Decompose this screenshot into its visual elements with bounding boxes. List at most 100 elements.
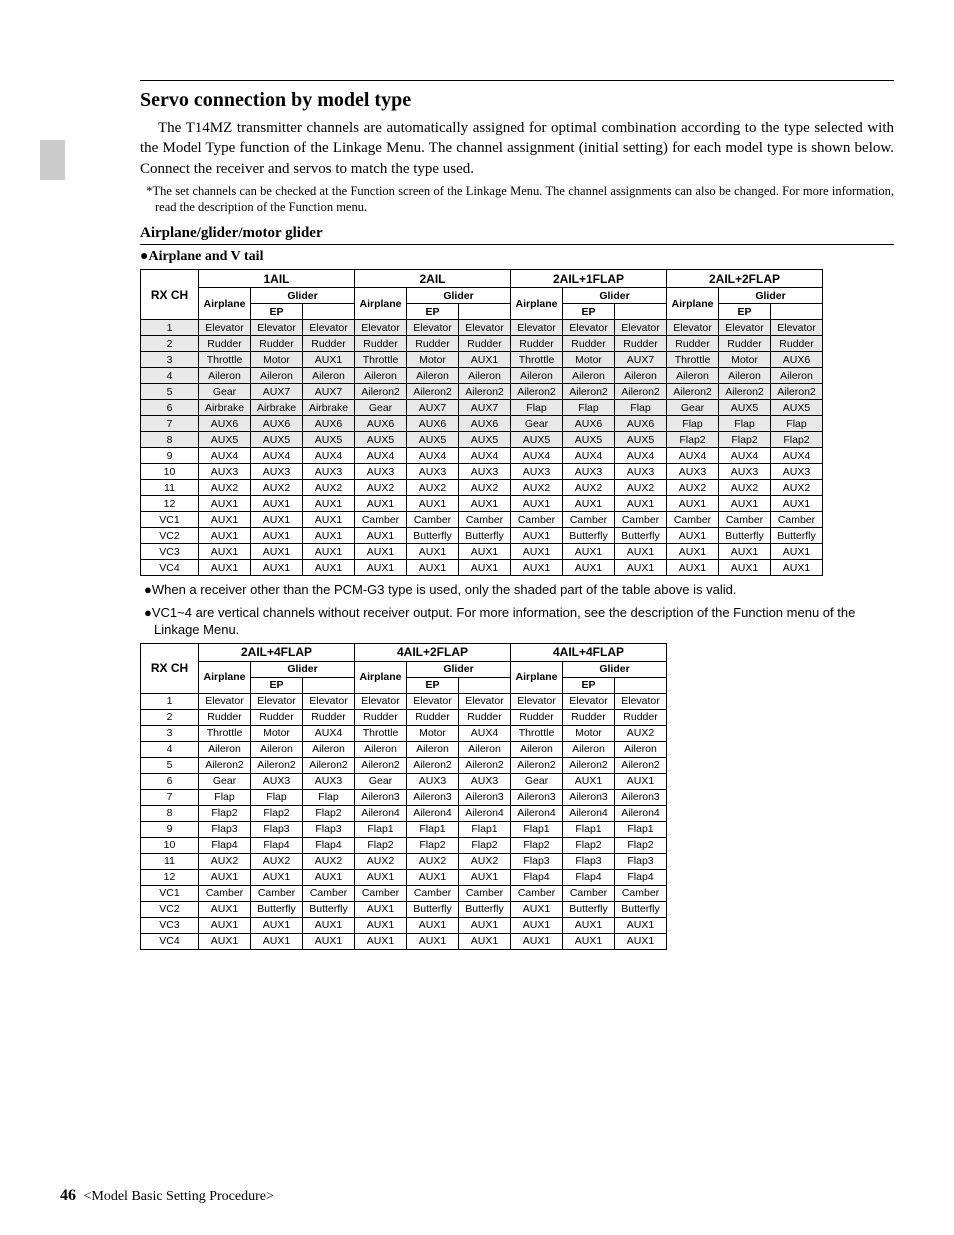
- cell-ep: Camber: [563, 885, 615, 901]
- glider-header: Glider: [563, 661, 667, 677]
- cell-ep: Motor: [407, 725, 459, 741]
- cell-airplane: AUX1: [199, 917, 251, 933]
- cell-glider: Aileron: [459, 368, 511, 384]
- airplane-header: Airplane: [199, 288, 251, 320]
- cell-ep: Aileron2: [719, 384, 771, 400]
- cell-airplane: Aileron: [355, 368, 407, 384]
- table-row: VC2AUX1ButterflyButterflyAUX1ButterflyBu…: [141, 901, 667, 917]
- cell-airplane: Rudder: [199, 336, 251, 352]
- row-label: 6: [141, 773, 199, 789]
- cell-airplane: Flap2: [511, 837, 563, 853]
- cell-airplane: AUX1: [199, 512, 251, 528]
- cell-airplane: AUX4: [199, 448, 251, 464]
- cell-airplane: Flap4: [511, 869, 563, 885]
- cell-glider: AUX1: [303, 496, 355, 512]
- cell-ep: Rudder: [407, 336, 459, 352]
- cell-ep: Rudder: [251, 709, 303, 725]
- row-label: 1: [141, 693, 199, 709]
- row-label: 8: [141, 805, 199, 821]
- cell-glider: Flap: [615, 400, 667, 416]
- cell-glider: Aileron: [615, 741, 667, 757]
- row-label: 9: [141, 821, 199, 837]
- cell-airplane: Aileron: [199, 741, 251, 757]
- cell-glider: AUX1: [459, 917, 511, 933]
- cell-ep: Motor: [407, 352, 459, 368]
- cell-airplane: AUX1: [667, 560, 719, 576]
- section-heading: Airplane/glider/motor glider: [140, 225, 894, 245]
- cell-glider: Aileron3: [615, 789, 667, 805]
- row-label: 8: [141, 432, 199, 448]
- cell-ep: AUX3: [407, 464, 459, 480]
- cell-glider: AUX2: [459, 480, 511, 496]
- table-row: 7FlapFlapFlapAileron3Aileron3Aileron3Ail…: [141, 789, 667, 805]
- cell-glider: AUX3: [303, 773, 355, 789]
- cell-ep: Elevator: [251, 320, 303, 336]
- cell-ep: AUX5: [251, 432, 303, 448]
- cell-glider: AUX5: [459, 432, 511, 448]
- note-vc: ●VC1~4 are vertical channels without rec…: [140, 605, 894, 639]
- cell-ep: Flap: [251, 789, 303, 805]
- cell-airplane: Flap1: [355, 821, 407, 837]
- cell-ep: AUX3: [563, 464, 615, 480]
- cell-ep: Motor: [251, 725, 303, 741]
- page-number: 46: [60, 1187, 76, 1204]
- cell-glider: Rudder: [771, 336, 823, 352]
- cell-ep: AUX2: [563, 480, 615, 496]
- cell-airplane: Elevator: [199, 320, 251, 336]
- cell-glider: AUX6: [459, 416, 511, 432]
- cell-ep: AUX7: [251, 384, 303, 400]
- cell-glider: Camber: [459, 885, 511, 901]
- group-header: 2AIL: [355, 270, 511, 288]
- cell-ep: AUX1: [719, 544, 771, 560]
- cell-airplane: AUX1: [511, 528, 563, 544]
- glider-blank-header: [771, 304, 823, 320]
- glider-blank-header: [303, 677, 355, 693]
- cell-ep: Aileron2: [251, 757, 303, 773]
- row-label: VC2: [141, 901, 199, 917]
- cell-airplane: Airbrake: [199, 400, 251, 416]
- cell-airplane: Aileron2: [199, 757, 251, 773]
- cell-airplane: AUX6: [355, 416, 407, 432]
- cell-ep: Flap: [563, 400, 615, 416]
- cell-ep: Flap3: [251, 821, 303, 837]
- cell-airplane: Throttle: [355, 352, 407, 368]
- cell-glider: Flap4: [303, 837, 355, 853]
- cell-airplane: AUX1: [667, 496, 719, 512]
- table-row: 10Flap4Flap4Flap4Flap2Flap2Flap2Flap2Fla…: [141, 837, 667, 853]
- cell-glider: AUX3: [303, 464, 355, 480]
- cell-ep: AUX1: [563, 544, 615, 560]
- cell-airplane: Elevator: [199, 693, 251, 709]
- cell-glider: Flap2: [615, 837, 667, 853]
- cell-airplane: AUX1: [199, 544, 251, 560]
- table-row: 12AUX1AUX1AUX1AUX1AUX1AUX1Flap4Flap4Flap…: [141, 869, 667, 885]
- cell-ep: Motor: [563, 725, 615, 741]
- cell-airplane: AUX2: [199, 480, 251, 496]
- ep-header: EP: [251, 677, 303, 693]
- cell-airplane: AUX2: [355, 853, 407, 869]
- cell-glider: Flap2: [771, 432, 823, 448]
- cell-glider: AUX3: [771, 464, 823, 480]
- cell-airplane: AUX4: [355, 448, 407, 464]
- cell-ep: Elevator: [719, 320, 771, 336]
- table-row: 7AUX6AUX6AUX6AUX6AUX6AUX6GearAUX6AUX6Fla…: [141, 416, 823, 432]
- cell-ep: Aileron: [719, 368, 771, 384]
- cell-airplane: Throttle: [355, 725, 407, 741]
- table-row: VC1CamberCamberCamberCamberCamberCamberC…: [141, 885, 667, 901]
- cell-ep: AUX3: [251, 773, 303, 789]
- cell-ep: Aileron3: [563, 789, 615, 805]
- cell-glider: Aileron4: [459, 805, 511, 821]
- cell-ep: AUX1: [407, 933, 459, 949]
- cell-airplane: AUX2: [667, 480, 719, 496]
- cell-glider: Butterfly: [459, 528, 511, 544]
- row-label: 7: [141, 789, 199, 805]
- cell-glider: AUX7: [615, 352, 667, 368]
- cell-ep: Butterfly: [719, 528, 771, 544]
- cell-ep: AUX3: [407, 773, 459, 789]
- cell-airplane: AUX1: [199, 560, 251, 576]
- cell-airplane: Camber: [511, 885, 563, 901]
- cell-glider: AUX1: [615, 560, 667, 576]
- cell-glider: AUX1: [303, 352, 355, 368]
- cell-ep: AUX1: [563, 773, 615, 789]
- ep-header: EP: [251, 304, 303, 320]
- cell-airplane: Flap2: [667, 432, 719, 448]
